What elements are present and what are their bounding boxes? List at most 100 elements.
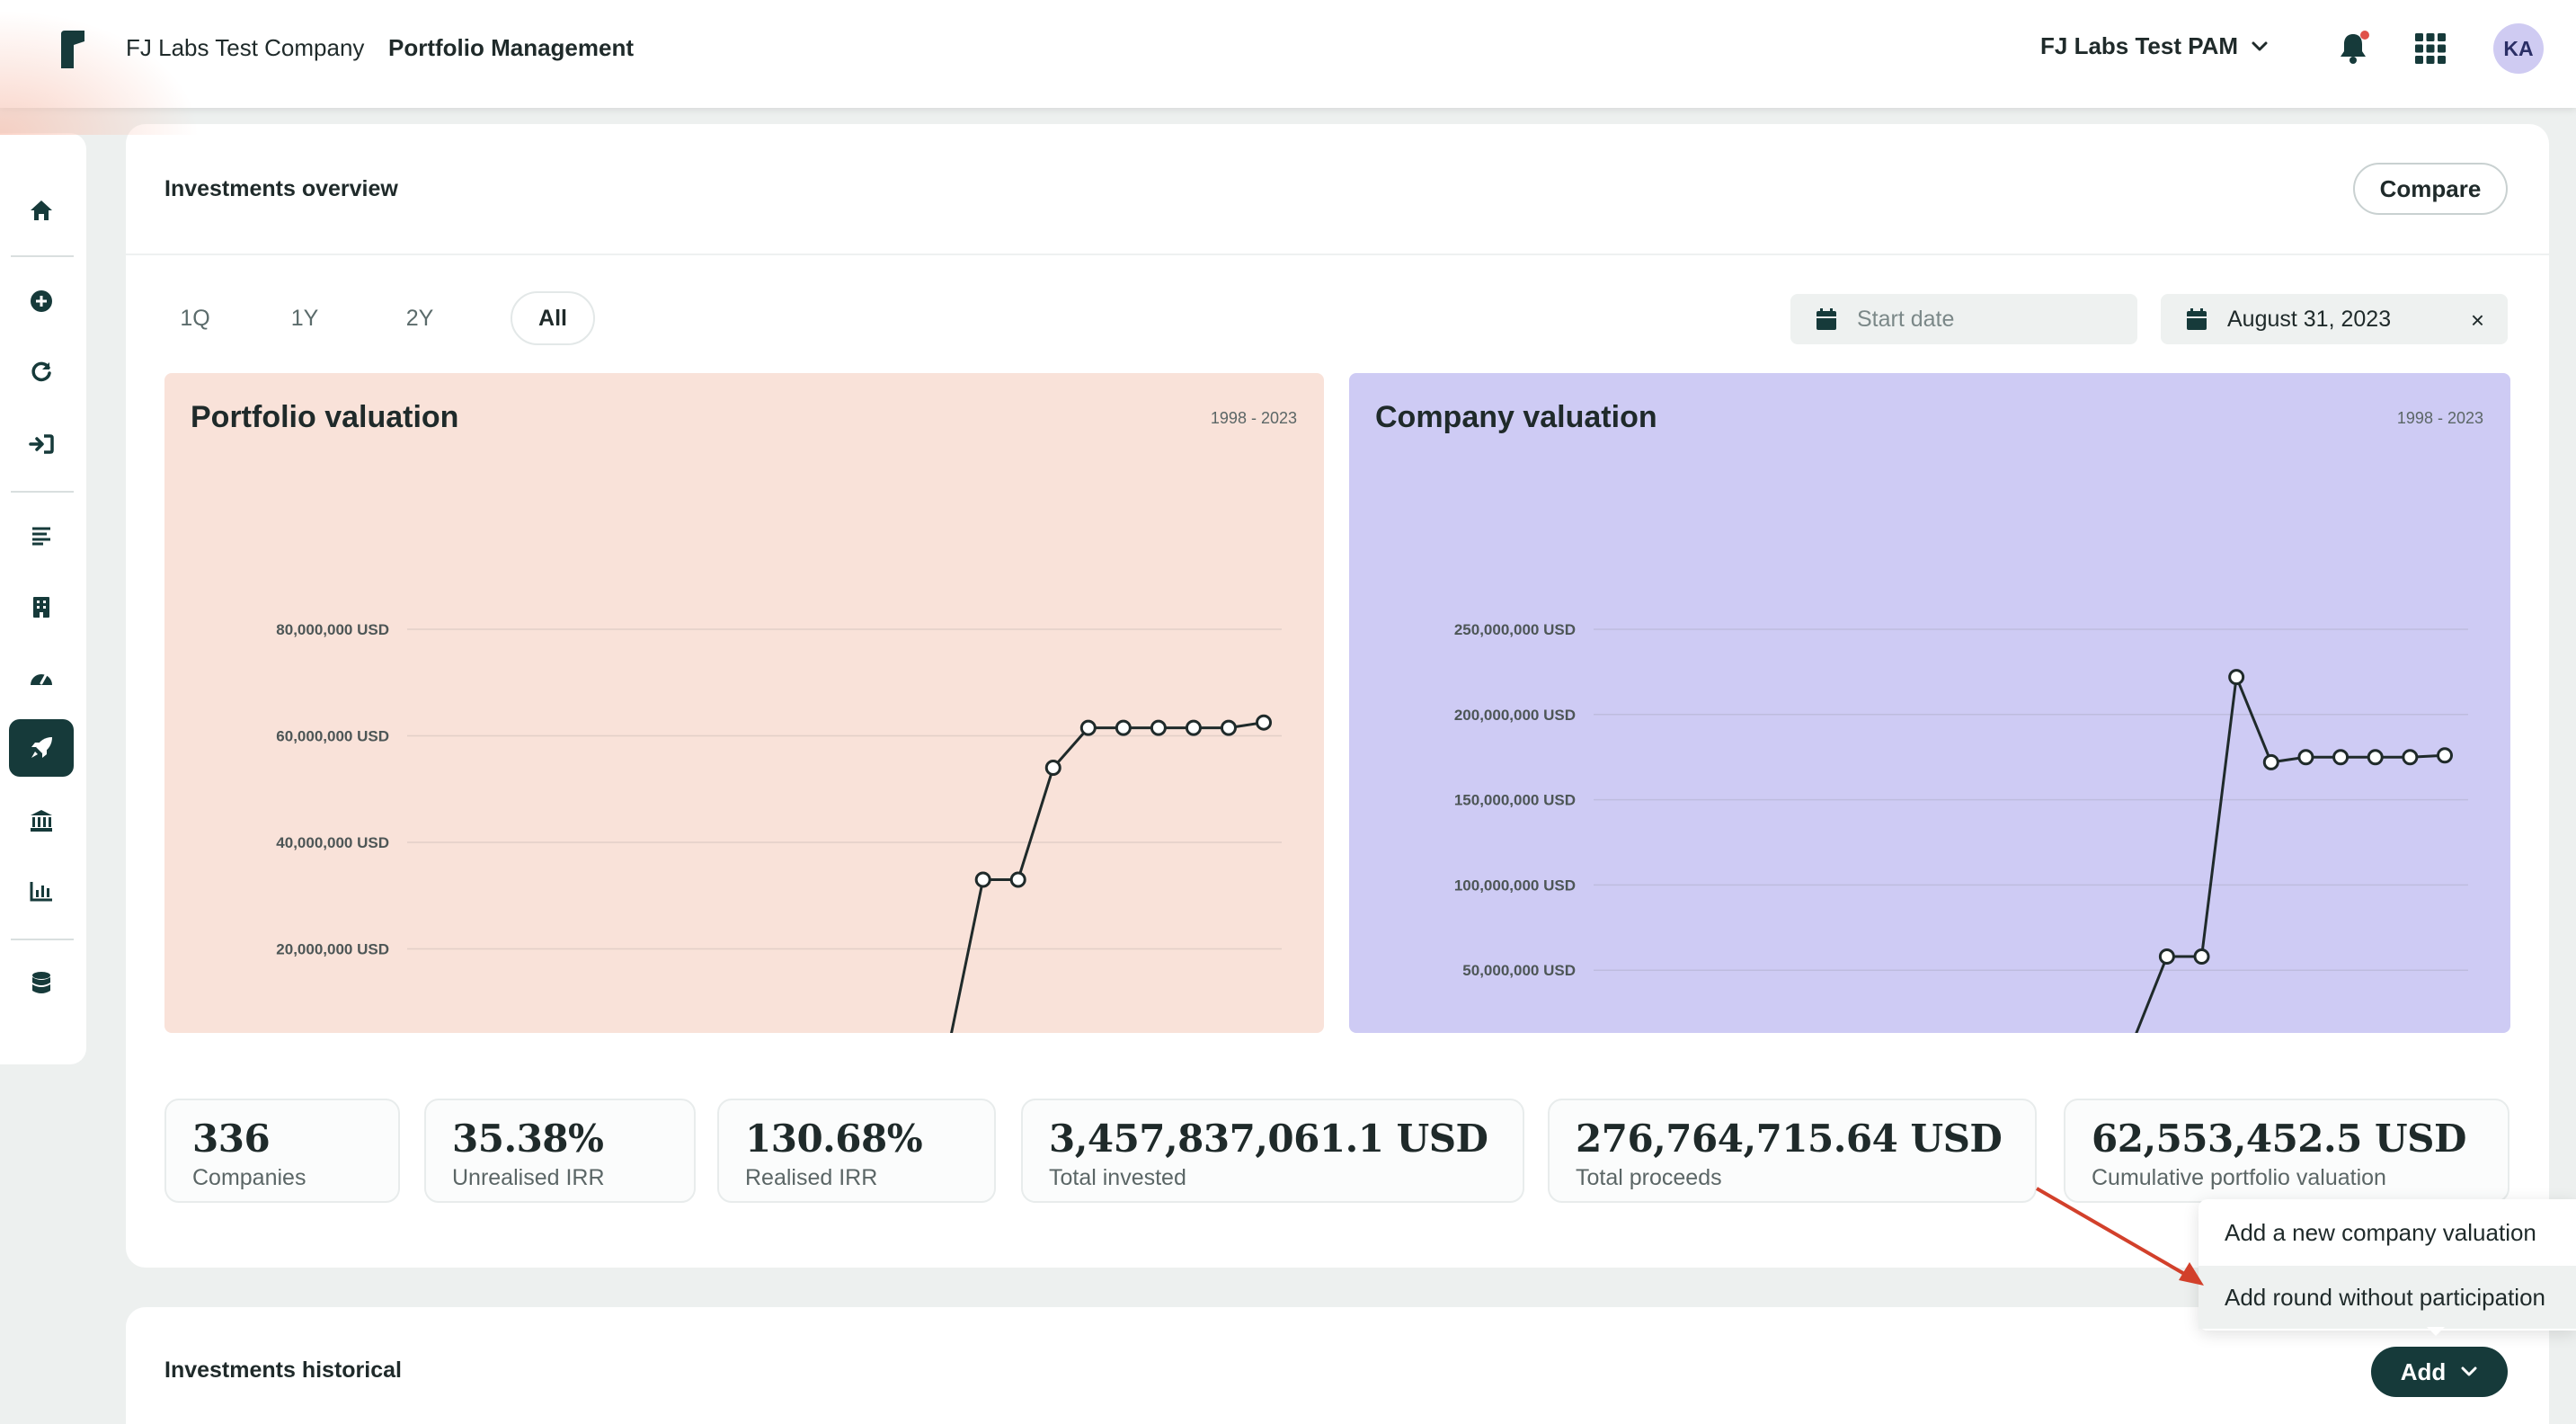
y-tick-label: 200,000,000 USD [1454,707,1576,724]
y-tick-label: 80,000,000 USD [276,621,389,638]
period-all[interactable]: All [511,291,595,345]
building-icon [33,597,49,618]
stat-companies: 336 Companies [164,1099,400,1203]
chart-title: Portfolio valuation [191,400,459,434]
series-line [2135,675,2446,1033]
period-1q[interactable]: 1Q [180,305,210,331]
rocket-icon [31,737,52,758]
avatar[interactable]: KA [2493,23,2544,74]
stat-total-proceeds: 276,764,715.64 USD Total proceeds [1548,1099,2037,1203]
chart-range: 1998 - 2023 [1210,409,1297,427]
compare-button[interactable]: Compare [2353,163,2508,215]
y-tick-label: 150,000,000 USD [1454,792,1576,809]
investments-historical-card: Investments historical Add [126,1307,2549,1424]
menu-item-add-round-without-participation[interactable]: Add round without participation [2198,1266,2576,1329]
app-title: Portfolio Management [388,34,635,61]
nav-refresh[interactable] [9,343,74,401]
notifications-button[interactable] [2335,29,2371,68]
stat-value: 276,764,715.64 USD [1576,1117,2003,1161]
portfolio-valuation-chart: Portfolio valuation 1998 - 2023 0 USD20,… [164,373,1324,1033]
stat-value: 62,553,452.5 USD [2092,1117,2466,1161]
bank-icon [31,810,52,832]
add-dropdown-menu: Add a new company valuation Add round wi… [2198,1199,2576,1331]
end-date-field[interactable]: August 31, 2023 × [2161,294,2508,344]
nav-dashboard[interactable] [9,649,74,707]
logo-icon[interactable] [59,29,86,70]
apps-button[interactable] [2412,31,2448,67]
add-button[interactable]: Add [2371,1347,2508,1397]
nav-list[interactable] [9,507,74,565]
nav-portfolio[interactable] [9,719,74,777]
nav-add[interactable] [9,272,74,330]
stat-label: Companies [192,1165,306,1190]
stat-value: 336 [192,1117,271,1161]
nav-funds[interactable] [9,792,74,850]
chart-range: 1998 - 2023 [2396,409,2483,427]
stat-total-invested: 3,457,837,061.1 USD Total invested [1021,1099,1524,1203]
stat-unrealised-irr: 35.38% Unrealised IRR [424,1099,696,1203]
rail-divider [11,939,74,940]
data-point [974,871,991,888]
end-date-value: August 31, 2023 [2227,306,2392,332]
y-tick-label: 100,000,000 USD [1454,877,1576,894]
rail-divider [11,255,74,257]
y-tick-label: 50,000,000 USD [1462,962,1576,979]
data-point [2332,749,2349,766]
data-point [2228,669,2245,686]
clear-date-button[interactable]: × [2470,307,2484,334]
apps-grid-icon [2415,33,2446,64]
start-date-field[interactable]: Start date [1790,294,2137,344]
stat-label: Total invested [1049,1165,1186,1190]
nav-reports[interactable] [9,862,74,920]
workspace-selector[interactable]: FJ Labs Test PAM [2040,32,2269,60]
nav-home[interactable] [9,182,74,239]
y-tick-label: 40,000,000 USD [276,834,389,851]
gauge-icon [31,673,52,685]
data-point [1185,719,1202,736]
stat-value: 130.68% [745,1117,923,1161]
data-point [1150,719,1167,736]
stat-value: 3,457,837,061.1 USD [1049,1117,1488,1161]
data-point [1256,714,1272,731]
section-title: Investments overview [164,176,398,201]
chevron-down-icon [2461,1366,2477,1376]
stat-label: Cumulative portfolio valuation [2092,1165,2386,1190]
y-tick-label: 60,000,000 USD [276,728,389,745]
database-icon [32,972,50,993]
stat-value: 35.38% [452,1117,604,1161]
left-rail [0,133,86,1064]
calendar-icon [2187,308,2207,330]
home-icon [31,200,52,220]
divider [126,254,2549,255]
data-point [1115,719,1132,736]
company-valuation-chart: Company valuation 1998 - 2023 0 USD50,00… [1349,373,2510,1033]
data-point [2193,948,2210,966]
chart-title: Company valuation [1375,400,1657,434]
nav-database[interactable] [9,955,74,1012]
nav-sign-in[interactable] [9,415,74,473]
data-point [2262,753,2279,770]
bell-icon [2341,34,2366,64]
stat-label: Total proceeds [1576,1165,1722,1190]
y-tick-label: 20,000,000 USD [276,941,389,958]
org-name[interactable]: FJ Labs Test Company [126,34,365,61]
data-point [2158,948,2175,966]
period-1y[interactable]: 1Y [290,305,319,331]
data-point [1009,871,1026,888]
investments-overview-card: Investments overview Compare 1Q 1Y 2Y Al… [126,124,2549,1268]
stat-label: Unrealised IRR [452,1165,605,1190]
y-tick-label: 250,000,000 USD [1454,621,1576,638]
rail-divider [11,491,74,493]
menu-item-add-company-valuation[interactable]: Add a new company valuation [2225,1218,2536,1246]
top-bar: FJ Labs Test Company Portfolio Managemen… [0,0,2576,135]
period-2y[interactable]: 2Y [405,305,434,331]
nav-companies[interactable] [9,578,74,636]
chevron-down-icon [2252,41,2268,50]
workspace-label: FJ Labs Test PAM [2040,32,2239,59]
calendar-icon [1817,308,1836,330]
data-point [2297,749,2314,766]
bar-chart-icon [30,882,52,902]
data-point [2402,749,2419,766]
